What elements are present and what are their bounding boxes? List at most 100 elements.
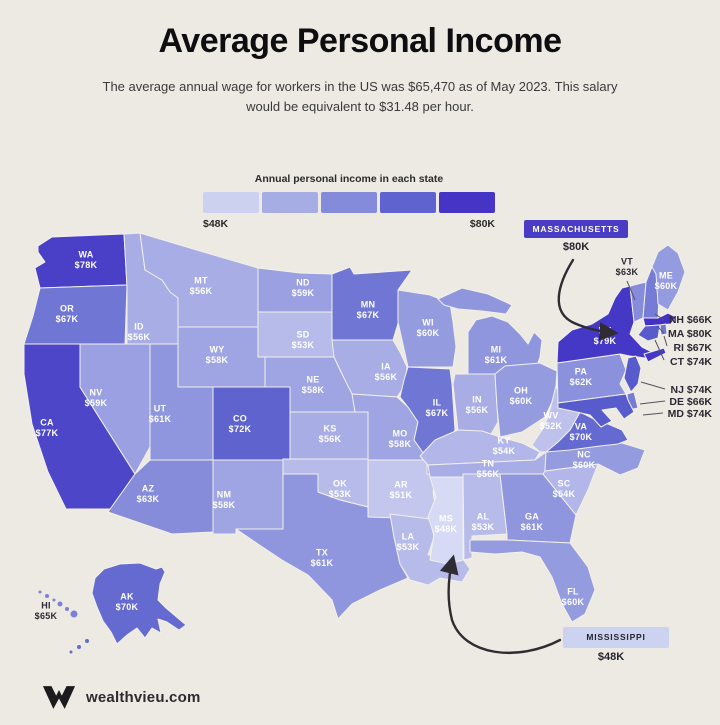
state-nj (623, 355, 642, 393)
state-mt (139, 232, 259, 328)
state-ct-label: CT $74K (670, 356, 712, 368)
state-il-label: IL $67K (426, 398, 449, 419)
state-nj-leader-line (640, 381, 666, 390)
state-ri-leader-line (663, 335, 668, 347)
state-tn-label: TN $56K (477, 459, 500, 480)
state-ri-label: RI $67K (673, 342, 712, 354)
state-ma-leader-line (656, 325, 665, 334)
massachusetts-callout-arrow (557, 258, 619, 342)
legend-swatch-4 (380, 192, 436, 213)
legend-swatch-2 (262, 192, 318, 213)
state-ne-label: NE $58K (302, 375, 325, 396)
state-ak (77, 645, 81, 649)
massachusetts-callout-value: $80K (562, 241, 590, 253)
state-ca-label: CA $77K (36, 418, 59, 439)
state-fl (469, 539, 596, 623)
mississippi-callout-arrow (439, 554, 562, 654)
state-hi (65, 607, 69, 611)
state-ri (659, 323, 668, 336)
state-ak (85, 639, 89, 643)
state-pa-label: PA $62K (570, 367, 593, 388)
state-va-label: VA $70K (570, 422, 593, 443)
state-ks-label: KS $56K (319, 424, 342, 445)
wealthvieu-logo-icon (42, 686, 76, 709)
state-nc-label: NC $60K (573, 450, 596, 471)
state-me (651, 244, 686, 311)
state-sd-label: SD $53K (292, 330, 315, 351)
state-az-label: AZ $63K (137, 484, 160, 505)
state-oh-label: OH $60K (510, 386, 533, 407)
legend-swatch-5 (439, 192, 495, 213)
state-hi (45, 594, 49, 598)
state-or-label: OR $67K (56, 304, 79, 325)
state-vt-leader-line (626, 280, 636, 301)
state-sc-label: SC $54K (553, 479, 576, 500)
state-nd-label: ND $59K (292, 278, 315, 299)
state-wa-label: WA $78K (75, 250, 98, 271)
massachusetts-callout-badge: MASSACHUSETTS (524, 220, 628, 238)
state-mn-label: MN $67K (357, 300, 380, 321)
state-wi-label: WI $60K (417, 318, 440, 339)
state-mo-label: MO $58K (389, 429, 412, 450)
state-wv-label: WV $52K (540, 411, 563, 432)
state-ky-label: KY $54K (493, 436, 516, 457)
state-md-leader-line (642, 412, 664, 416)
state-ct-leader-line (654, 339, 665, 361)
state-ms-label: MS $48K (435, 514, 458, 535)
state-al-label: AL $53K (472, 512, 495, 533)
footer-site-text: wealthvieu.com (86, 689, 201, 706)
state-nh-label: NH $66K (669, 314, 713, 326)
state-md-label: MD $74K (668, 408, 713, 420)
state-nv-label: NV $59K (85, 388, 108, 409)
us-choropleth-map: WA $78K OR $67K CA $77K NV $59K ID $56K MT $56K WY $5… (23, 232, 713, 654)
legend-swatch-1 (203, 192, 259, 213)
state-id-label: ID $56K (128, 322, 151, 343)
state-nh-leader-line (654, 313, 665, 321)
mississippi-callout-badge: MISSISSIPPI (563, 627, 669, 648)
state-ar-label: AR $51K (390, 480, 413, 501)
state-fl-label: FL $60K (562, 587, 585, 608)
state-me-label: ME $60K (655, 271, 678, 292)
state-tx (235, 473, 409, 620)
state-hi (70, 610, 78, 618)
footer: wealthvieu.com (42, 684, 201, 711)
legend-min-label: $48K (203, 218, 229, 230)
state-de-label: DE $66K (669, 396, 712, 408)
state-in-label: IN $56K (466, 395, 489, 416)
state-mt-label: MT $56K (190, 276, 213, 297)
mississippi-callout-value: $48K (597, 651, 625, 663)
state-hi-label: HI $65K (35, 601, 58, 622)
state-tx-label: TX $61K (311, 548, 334, 569)
state-mi (467, 315, 543, 375)
state-ct (637, 324, 661, 342)
state-ak (91, 562, 187, 645)
state-nj-label: NJ $74K (671, 384, 713, 396)
state-mi (437, 287, 513, 315)
state-la-label: LA $53K (397, 532, 420, 553)
state-ak (69, 650, 73, 654)
legend-title: Annual personal income in each state (254, 173, 444, 185)
state-ak-label: AK $70K (116, 592, 139, 613)
state-nm-label: NM $58K (213, 490, 236, 511)
state-co-label: CO $72K (229, 414, 252, 435)
state-hi (57, 601, 63, 607)
state-hi (52, 598, 56, 602)
state-hi (38, 590, 42, 594)
state-ma-label: MA $80K (668, 328, 712, 340)
state-co (212, 386, 291, 461)
page-subtitle: The average annual wage for workers in t… (102, 79, 618, 115)
legend-swatch-row (203, 192, 495, 213)
legend-max-label: $80K (469, 218, 495, 230)
state-vt-label: VT $63K (616, 257, 639, 278)
state-ok-label: OK $53K (329, 479, 352, 500)
state-nc (544, 442, 646, 476)
state-ut-label: UT $61K (149, 404, 172, 425)
state-de-leader-line (639, 400, 666, 405)
state-wi (397, 289, 457, 368)
state-ga-label: GA $61K (521, 512, 544, 533)
state-mi-label: MI $61K (485, 345, 508, 366)
state-ia-label: IA $56K (375, 362, 398, 383)
page-title: Average Personal Income (158, 22, 562, 60)
color-legend: Annual personal income in each state $48… (203, 173, 495, 230)
legend-swatch-3 (321, 192, 377, 213)
